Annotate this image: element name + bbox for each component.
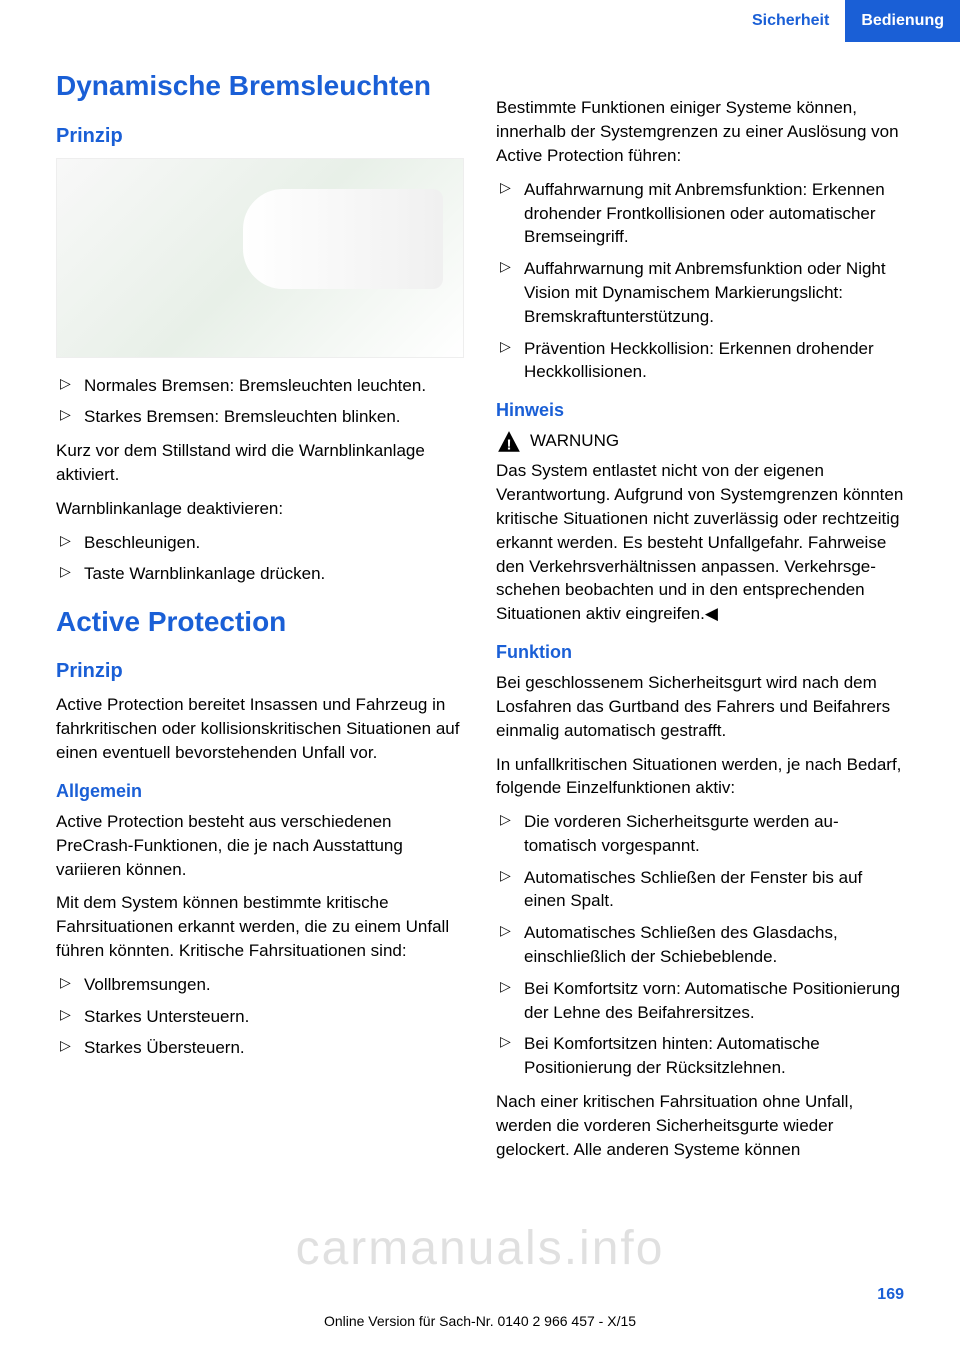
list-item: Bei Komfortsitzen hinten: Automatische P… <box>496 1032 904 1080</box>
list-item: Automatisches Schließen der Fenster bis … <box>496 866 904 914</box>
list-item: Die vorderen Sicherheitsgurte werden au­… <box>496 810 904 858</box>
list-item: Prävention Heckkollision: Erkennen droh­… <box>496 337 904 385</box>
list-item: Auffahrwarnung mit Anbremsfunktion oder … <box>496 257 904 328</box>
paragraph: Active Protection bereitet Insassen und … <box>56 693 464 764</box>
paragraph: Active Protection besteht aus verschiede… <box>56 810 464 881</box>
list-einzelfunktionen: Die vorderen Sicherheitsgurte werden au­… <box>496 810 904 1080</box>
warning-box: ! WARNUNG Das System entlastet nicht von… <box>496 429 904 626</box>
heading-hinweis: Hinweis <box>496 398 904 423</box>
paragraph: In unfallkritischen Situationen werden, … <box>496 753 904 801</box>
heading-prinzip-1: Prinzip <box>56 122 464 150</box>
header-tabs: Sicherheit Bedienung <box>0 0 960 42</box>
paragraph: Bestimmte Funktionen einiger Systeme kön… <box>496 96 904 167</box>
footer-text: Online Version für Sach-Nr. 0140 2 966 4… <box>324 1312 636 1332</box>
svg-text:!: ! <box>506 437 511 454</box>
list-item: Bei Komfortsitz vorn: Automatische Posit… <box>496 977 904 1025</box>
list-item: Taste Warnblinkanlage drücken. <box>56 562 464 586</box>
warning-title: WARNUNG <box>530 429 619 453</box>
content-area: Dynamische Bremsleuchten Prinzip Normale… <box>0 42 960 1171</box>
heading-allgemein: Allgemein <box>56 779 464 804</box>
paragraph: Warnblinkanlage deaktivieren: <box>56 497 464 521</box>
list-item: Normales Bremsen: Bremsleuchten leuch­te… <box>56 374 464 398</box>
column-left: Dynamische Bremsleuchten Prinzip Normale… <box>56 66 464 1171</box>
paragraph: Bei geschlossenem Sicherheitsgurt wird n… <box>496 671 904 742</box>
paragraph: Mit dem System können bestimmte kritisch… <box>56 891 464 962</box>
watermark: carmanuals.info <box>296 1215 665 1282</box>
list-systeme: Auffahrwarnung mit Anbremsfunktion: Er­k… <box>496 178 904 384</box>
heading-dynamische-bremsleuchten: Dynamische Bremsleuchten <box>56 66 464 105</box>
heading-prinzip-2: Prinzip <box>56 657 464 685</box>
list-item: Auffahrwarnung mit Anbremsfunktion: Er­k… <box>496 178 904 249</box>
column-right: Bestimmte Funktionen einiger Systeme kön… <box>496 66 904 1171</box>
list-bremsen-modi: Normales Bremsen: Bremsleuchten leuch­te… <box>56 374 464 430</box>
heading-funktion: Funktion <box>496 640 904 665</box>
list-item: Automatisches Schließen des Glasdachs, e… <box>496 921 904 969</box>
heading-active-protection: Active Protection <box>56 602 464 641</box>
list-item: Starkes Untersteuern. <box>56 1005 464 1029</box>
warning-text: Das System entlastet nicht von der eige­… <box>496 459 904 626</box>
list-item: Beschleunigen. <box>56 531 464 555</box>
paragraph: Nach einer kritischen Fahrsituation ohne… <box>496 1090 904 1161</box>
warning-icon: ! <box>496 429 522 455</box>
taillight-image <box>56 158 464 358</box>
list-item: Vollbremsungen. <box>56 973 464 997</box>
warning-header: ! WARNUNG <box>496 429 904 455</box>
list-item: Starkes Bremsen: Bremsleuchten blinken. <box>56 405 464 429</box>
tab-bedienung: Bedienung <box>845 0 960 42</box>
list-fahrsituationen: Vollbremsungen. Starkes Untersteuern. St… <box>56 973 464 1060</box>
tab-sicherheit: Sicherheit <box>736 0 845 42</box>
list-item: Starkes Übersteuern. <box>56 1036 464 1060</box>
paragraph: Kurz vor dem Stillstand wird die Warnbli… <box>56 439 464 487</box>
list-deaktivieren: Beschleunigen. Taste Warnblinkanlage drü… <box>56 531 464 587</box>
page-number: 169 <box>877 1284 904 1306</box>
